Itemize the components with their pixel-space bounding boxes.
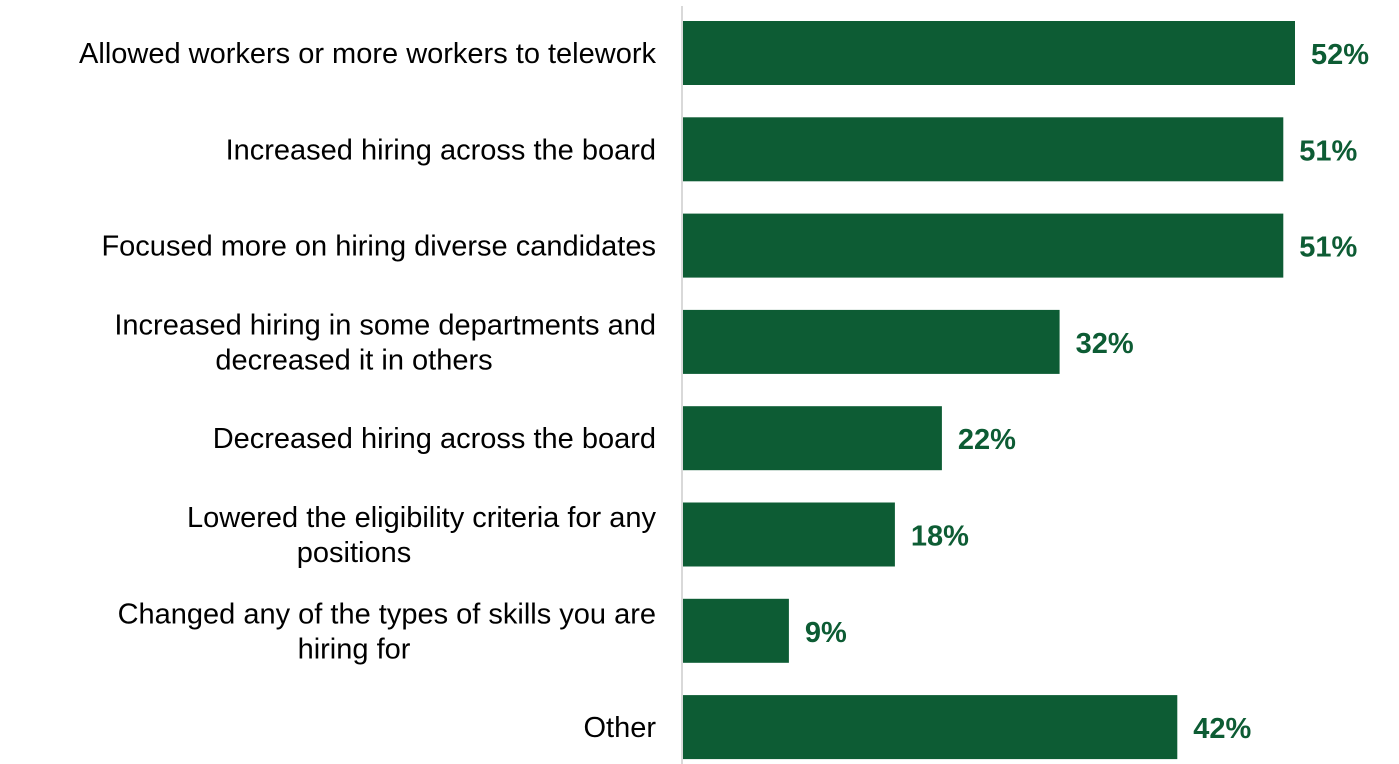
value-labels-group: 52% 51% 51% 32% 22% 18% 9% 42% (805, 39, 1369, 745)
bar (683, 502, 895, 567)
category-label: Decreased hiring across the board (213, 423, 656, 455)
category-label: Focused more on hiring diverse candidate… (101, 231, 656, 263)
value-label: 22% (958, 424, 1016, 456)
bar (683, 406, 942, 471)
category-label: Changed any of the types of skills you a… (118, 598, 656, 665)
value-label: 51% (1299, 135, 1357, 167)
category-label-line: Allowed workers or more workers to telew… (79, 38, 656, 70)
value-label: 42% (1193, 713, 1251, 745)
category-label-line: Focused more on hiring diverse candidate… (101, 231, 656, 263)
category-label: Increased hiring across the board (226, 134, 656, 166)
bar (683, 21, 1295, 85)
category-label-line: decreased it in others (215, 344, 492, 376)
category-label-line: hiring for (298, 633, 411, 665)
category-label: Lowered the eligibility criteria for any… (187, 502, 657, 569)
category-label-line: Lowered the eligibility criteria for any (187, 502, 657, 534)
category-labels-group: Allowed workers or more workers to telew… (79, 38, 656, 744)
bar (683, 695, 1178, 760)
category-label-line: positions (297, 537, 411, 569)
category-label: Allowed workers or more workers to telew… (79, 38, 656, 70)
value-label: 52% (1311, 39, 1369, 71)
value-label: 51% (1299, 232, 1357, 264)
category-label-line: Increased hiring in some departments and (114, 309, 656, 341)
category-label: Other (583, 712, 656, 744)
value-label: 9% (805, 617, 847, 649)
value-label: 18% (911, 521, 969, 553)
category-label-line: Changed any of the types of skills you a… (118, 598, 656, 630)
value-label: 32% (1076, 328, 1134, 360)
category-label-line: Other (583, 712, 656, 744)
category-label: Increased hiring in some departments and… (114, 309, 656, 376)
bar (683, 309, 1060, 374)
bar (683, 598, 789, 663)
bars-group (683, 21, 1295, 760)
bar (683, 117, 1284, 182)
category-label-line: Decreased hiring across the board (213, 423, 656, 455)
category-label-line: Increased hiring across the board (226, 134, 656, 166)
bar (683, 213, 1284, 278)
